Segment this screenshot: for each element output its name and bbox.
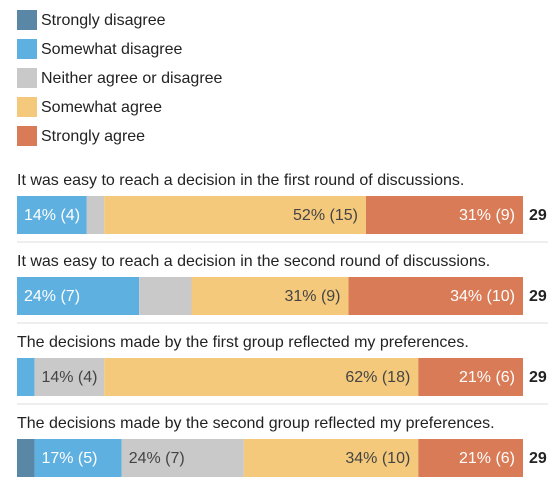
legend-label: Somewhat agree: [41, 99, 162, 116]
bar-segment: [418, 439, 523, 477]
legend-swatch: [17, 97, 37, 117]
row-total: 29: [529, 369, 547, 386]
value-label: 52% (15): [293, 207, 358, 224]
value-label: 31% (9): [459, 207, 515, 224]
bar-segment: [243, 439, 419, 477]
value-label: 14% (4): [41, 369, 97, 386]
bar-segment: [104, 196, 366, 234]
value-label: 34% (10): [450, 288, 515, 305]
bar-segment: [17, 277, 140, 315]
legend-label: Strongly disagree: [41, 12, 166, 29]
row-total: 29: [529, 207, 547, 224]
value-label: 24% (7): [24, 288, 80, 305]
bar-segment: [17, 358, 35, 396]
legend-label: Somewhat disagree: [41, 41, 183, 58]
legend-label: Neither agree or disagree: [41, 70, 223, 87]
value-label: 24% (7): [129, 450, 185, 467]
bar-segment: [104, 358, 419, 396]
row-total: 29: [529, 450, 547, 467]
legend-swatch: [17, 39, 37, 59]
value-label: 21% (6): [459, 450, 515, 467]
bar-segment: [34, 358, 105, 396]
question-label: The decisions made by the first group re…: [17, 334, 469, 351]
bar-segment: [34, 439, 122, 477]
value-label: 62% (18): [345, 369, 410, 386]
bar-segment: [418, 358, 523, 396]
question-label: It was easy to reach a decision in the f…: [17, 172, 464, 189]
question-label: The decisions made by the second group r…: [17, 415, 495, 432]
bar-segment: [17, 439, 35, 477]
bar-segment: [365, 196, 523, 234]
row-total: 29: [529, 288, 547, 305]
legend-swatch: [17, 68, 37, 88]
value-label: 17% (5): [41, 450, 97, 467]
legend-swatch: [17, 126, 37, 146]
legend-label: Strongly agree: [41, 128, 145, 145]
bar-segment: [139, 277, 192, 315]
bar-segment: [121, 439, 244, 477]
value-label: 14% (4): [24, 207, 80, 224]
question-label: It was easy to reach a decision in the s…: [17, 253, 490, 270]
value-label: 21% (6): [459, 369, 515, 386]
bar-segment: [348, 277, 523, 315]
bar-segment: [86, 196, 105, 234]
value-label: 31% (9): [284, 288, 340, 305]
bar-segment: [17, 196, 87, 234]
bar-segment: [191, 277, 349, 315]
legend-swatch: [17, 10, 37, 30]
value-label: 34% (10): [345, 450, 410, 467]
